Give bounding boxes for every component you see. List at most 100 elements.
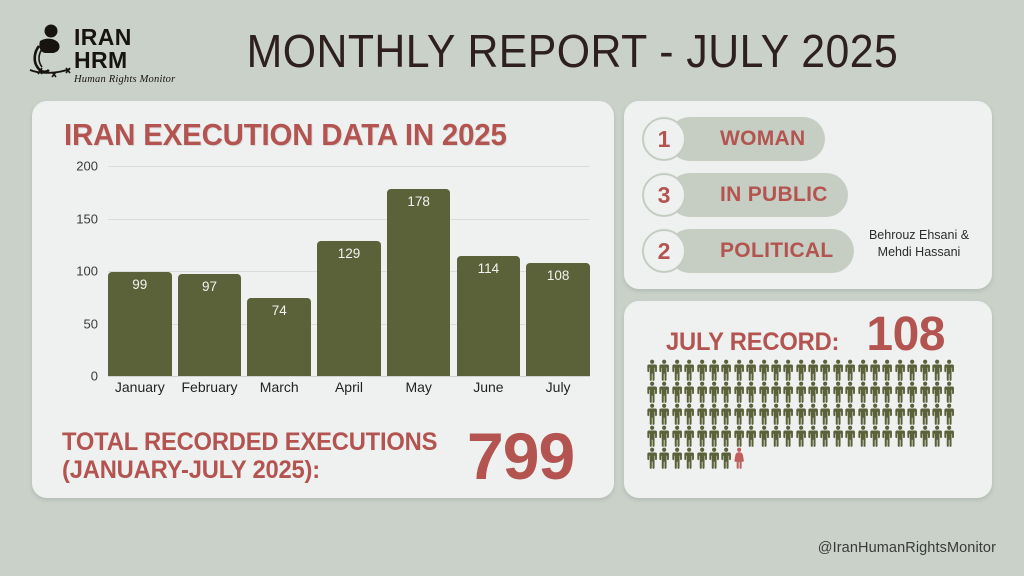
pictogram-row (646, 447, 972, 469)
stat-pill: POLITICAL (668, 229, 854, 273)
bar-value-label: 108 (546, 267, 570, 283)
person-icon-male (721, 359, 732, 381)
person-icon-male (895, 359, 905, 381)
person-icon-male (709, 425, 719, 447)
person-icon-male (709, 359, 719, 381)
name-line-2: Mehdi Hassani (877, 244, 961, 259)
person-icon-male (783, 359, 794, 381)
person-icon-male (796, 403, 806, 425)
bar-chart: 0 50 100 150 200 99 97 74 129 178 114 108 January F… (62, 159, 590, 419)
bar-series: 99 97 74 129 178 114 108 (108, 166, 590, 376)
person-icon-male (721, 403, 732, 425)
stats-card: WOMAN 1 IN PUBLIC 3 POLITICAL 2 Behrouz Ehsan… (624, 101, 992, 289)
person-icon-male (684, 359, 695, 381)
bar-slot: 114 (456, 166, 521, 376)
person-icon-male (895, 403, 905, 425)
person-icon-male (857, 403, 868, 425)
logo-subtitle: Human Rights Monitor (74, 74, 176, 85)
bar-january: 99 (108, 272, 172, 376)
person-icon-male (659, 381, 670, 403)
bar-value-label: 97 (202, 279, 218, 295)
person-icon-male (932, 359, 942, 381)
bar-april: 129 (317, 240, 381, 376)
person-icon-male (746, 403, 757, 425)
person-icon-male (932, 381, 942, 403)
x-axis-label: January (114, 379, 165, 395)
person-icon-male (659, 403, 670, 425)
person-icon-male (783, 403, 794, 425)
person-icon-male (857, 359, 868, 381)
person-icon-male (820, 359, 831, 381)
y-axis-tick: 150 (76, 211, 98, 226)
person-icon-male (684, 381, 695, 403)
person-icon-male (944, 381, 955, 403)
person-icon-male (709, 447, 719, 469)
person-icon-male (932, 425, 942, 447)
gridline (108, 166, 590, 167)
person-icon-male (746, 359, 757, 381)
person-icon-male (845, 359, 856, 381)
person-icon-male (734, 381, 744, 403)
person-icon-male (684, 403, 695, 425)
pictogram-row (646, 425, 972, 447)
pictogram-row (646, 381, 972, 403)
july-record-label: JULY RECORD: (666, 328, 840, 356)
person-icon-male (857, 425, 868, 447)
person-icon-male (771, 381, 781, 403)
x-axis-label: June (473, 379, 504, 395)
x-axis-line (108, 376, 590, 377)
person-icon-male (833, 359, 843, 381)
person-icon-male (907, 425, 918, 447)
bar-june: 114 (456, 256, 521, 376)
person-icon-male (783, 381, 794, 403)
gridline (108, 218, 590, 220)
person-icon-male (882, 359, 893, 381)
person-icon-male (771, 425, 781, 447)
stat-label: IN PUBLIC (720, 183, 828, 206)
person-icon-male (796, 381, 806, 403)
bar-value-label: 178 (407, 194, 430, 210)
y-axis: 0 50 100 150 200 (62, 159, 104, 384)
y-axis-tick: 0 (90, 368, 98, 384)
iran-hrm-logo-icon (29, 24, 71, 78)
person-icon-male (808, 381, 819, 403)
x-axis-label: April (334, 379, 363, 395)
person-icon-male (696, 403, 707, 425)
person-icon-male (696, 447, 707, 469)
person-icon-male (771, 359, 781, 381)
person-icon-male (907, 359, 918, 381)
stat-label: WOMAN (720, 127, 806, 150)
bar-may: 178 (386, 189, 451, 376)
person-icon-male (882, 381, 893, 403)
total-label-line2: (JANUARY-JULY 2025): (62, 456, 320, 484)
person-icon-male (721, 381, 732, 403)
person-icon-male (870, 425, 880, 447)
person-icon-male (907, 403, 918, 425)
person-icon-male (659, 359, 670, 381)
person-icon-male (882, 425, 893, 447)
bar-slot: 129 (317, 166, 381, 376)
logo-wordmark: IRAN HRM Human Rights Monitor (74, 26, 186, 86)
x-axis-label: February (181, 379, 238, 395)
y-axis-tick: 100 (76, 263, 98, 279)
person-icon-female (734, 447, 744, 469)
july-record-value: 108 (866, 308, 945, 361)
bar-slot: 108 (526, 166, 590, 376)
person-icon-male (919, 403, 930, 425)
person-icon-male (647, 381, 657, 403)
person-icon-male (833, 381, 843, 403)
person-icon-male (820, 403, 831, 425)
person-icon-male (709, 381, 719, 403)
person-icon-male (758, 425, 769, 447)
person-icon-male (895, 381, 905, 403)
stat-pill: WOMAN (668, 117, 826, 161)
person-icon-male (659, 447, 670, 469)
person-icon-male (771, 403, 781, 425)
person-icon-male (932, 403, 942, 425)
person-icon-male (696, 359, 707, 381)
person-icon-male (659, 425, 670, 447)
stat-count-badge: 2 (642, 229, 686, 273)
person-icon-male (808, 425, 819, 447)
person-icon-male (919, 425, 930, 447)
person-icon-male (734, 403, 744, 425)
